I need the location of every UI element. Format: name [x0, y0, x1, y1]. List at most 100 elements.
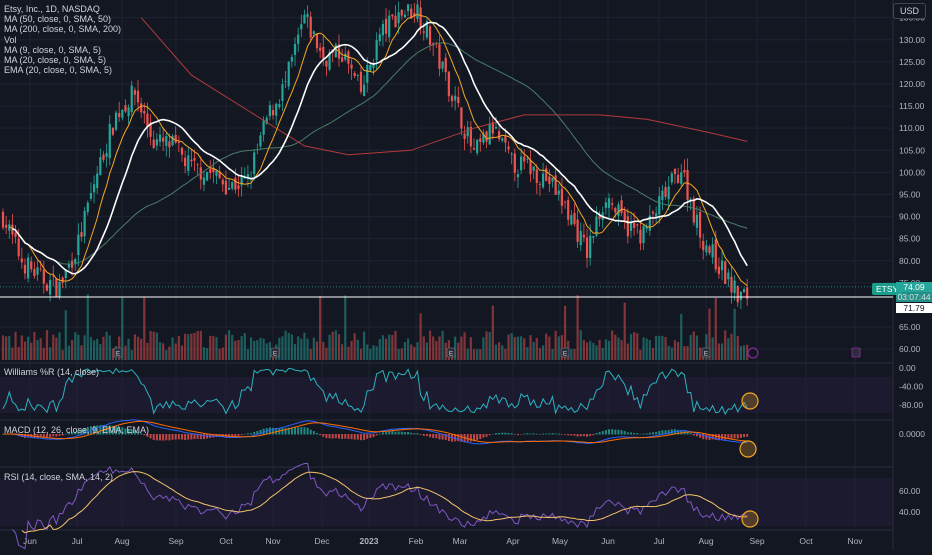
volume-bar: [155, 332, 158, 360]
macd-histogram-bar: [155, 434, 158, 441]
macd-histogram-bar: [359, 434, 362, 441]
macd-histogram-bar: [55, 434, 58, 437]
macd-histogram-bar: [523, 433, 526, 435]
volume-bar: [686, 346, 689, 360]
macd-histogram-bar: [714, 434, 717, 440]
macd-histogram-bar: [410, 432, 413, 435]
candle-body: [645, 227, 648, 229]
rsi-band: [0, 478, 893, 526]
x-tick-label: Jul: [654, 536, 665, 546]
candle-body: [174, 134, 177, 143]
candle-body: [347, 51, 350, 64]
volume-bar: [479, 349, 482, 360]
earnings-icon: [560, 347, 570, 358]
legend-indicator-ma20[interactable]: MA (20, close, 0, SMA, 5): [4, 55, 107, 66]
volume-bar: [504, 348, 507, 360]
rsi-pane-label[interactable]: RSI (14, close, SMA, 14, 2): [4, 472, 114, 482]
macd-histogram-bar: [64, 433, 67, 435]
volume-bar: [212, 335, 215, 360]
volume-bar: [369, 348, 372, 360]
volume-bar: [303, 332, 306, 360]
ma200-line: [140, 17, 748, 156]
macd-histogram-bar: [86, 426, 89, 435]
williams-tick: -80.00: [899, 400, 923, 410]
volume-bar: [494, 344, 498, 360]
macd-histogram-bar: [394, 431, 397, 435]
candle-body: [614, 207, 617, 213]
candle-body: [49, 279, 52, 295]
candle-body: [265, 117, 268, 124]
macd-histogram-bar: [510, 433, 513, 435]
volume-bar: [42, 347, 45, 360]
candle-body: [494, 126, 498, 129]
legend-indicator-vol[interactable]: Vol: [4, 34, 17, 45]
macd-histogram-bar: [614, 429, 617, 435]
candle-body: [268, 105, 271, 117]
candle-body: [516, 174, 520, 178]
volume-bar: [306, 338, 309, 360]
candle-body: [513, 153, 516, 173]
candle-body: [651, 211, 655, 214]
legend-title[interactable]: Etsy, Inc., 1D, NASDAQ: [4, 4, 100, 14]
macd-histogram-bar: [237, 434, 240, 436]
candle-body: [626, 216, 629, 237]
candle-body: [162, 137, 165, 142]
candle-body: [206, 172, 209, 181]
williams-tick: 0.00: [899, 363, 916, 373]
currency-button[interactable]: USD: [892, 3, 926, 19]
volume-bar: [463, 332, 466, 360]
candle-body: [595, 216, 598, 236]
macd-histogram-bar: [159, 434, 161, 441]
volume-bar: [202, 347, 206, 360]
legend-indicator-ema20[interactable]: EMA (20, close, 0, SMA, 5): [4, 65, 113, 76]
earnings-icon-letter: E: [704, 351, 709, 358]
volume-bar: [177, 335, 180, 360]
macd-histogram-bar: [491, 433, 494, 435]
volume-bar: [733, 308, 736, 360]
candle-body: [140, 103, 143, 113]
macd-line: [3, 419, 748, 445]
candle-body: [469, 126, 472, 147]
volume-bar: [259, 337, 262, 360]
candle-body: [306, 13, 309, 17]
williams-pane-label[interactable]: Williams %R (14, close): [4, 367, 100, 377]
macd-histogram-bar: [74, 431, 77, 435]
volume-bar: [692, 331, 695, 360]
macd-histogram-bar: [400, 431, 403, 435]
candle-body: [717, 266, 721, 274]
volume-bar: [293, 343, 297, 360]
volume-bar: [626, 343, 629, 360]
candle-body: [563, 201, 567, 203]
volume-bar: [560, 335, 564, 360]
legend-indicator-ma200[interactable]: MA (200, close, 0, SMA, 200): [4, 24, 122, 35]
volume-bar: [96, 338, 99, 360]
macd-histogram-bar: [121, 427, 124, 435]
macd-histogram-bar: [228, 434, 231, 437]
volume-bar: [592, 342, 595, 360]
macd-histogram-bar: [171, 434, 174, 440]
candle-body: [262, 119, 265, 135]
macd-histogram-bar: [23, 434, 26, 438]
volume-bar: [658, 336, 661, 360]
macd-histogram-bar: [259, 429, 262, 435]
macd-histogram-bar: [322, 434, 325, 437]
x-tick-label: Aug: [698, 536, 713, 546]
candle-body: [724, 261, 727, 284]
candle-body: [545, 168, 548, 181]
legend-indicator-ma50[interactable]: MA (50, close, 0, SMA, 50): [4, 14, 112, 25]
macd-histogram-bar: [133, 430, 136, 435]
volume-bar: [673, 340, 677, 360]
volume-bar: [529, 335, 532, 360]
y-tick-label: 105.00: [899, 145, 925, 155]
x-tick-label: Nov: [265, 536, 281, 546]
volume-bar: [611, 330, 614, 360]
macd-pane-label[interactable]: MACD (12, 26, close, 9, EMA, EMA): [4, 425, 150, 435]
legend-indicator-ma9[interactable]: MA (9, close, 0, SMA, 5): [4, 44, 102, 55]
macd-histogram-bar: [281, 428, 284, 435]
volume-bar: [240, 336, 243, 360]
macd-histogram-bar: [328, 434, 331, 439]
volume-bar: [469, 337, 472, 360]
volume-bar: [507, 334, 510, 360]
